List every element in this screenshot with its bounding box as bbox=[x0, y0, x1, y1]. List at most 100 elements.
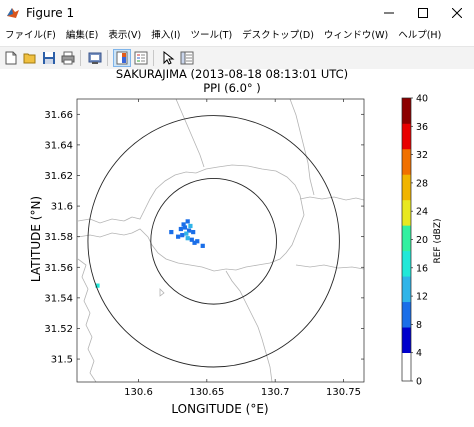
y-tick-label: 31.52 bbox=[44, 324, 73, 335]
pointer-icon bbox=[163, 51, 175, 65]
colorbar-tick-label: 32 bbox=[416, 150, 428, 161]
echo-cell bbox=[180, 233, 185, 238]
menu-file[interactable]: ファイル(F) bbox=[5, 30, 56, 41]
print-preview-icon bbox=[88, 52, 102, 64]
colorbar-label: REF (dBZ) bbox=[433, 218, 443, 263]
colorbar-segment bbox=[402, 174, 411, 201]
property-editor-button[interactable] bbox=[179, 50, 195, 66]
x-axis-label: LONGITUDE (°E) bbox=[171, 402, 268, 416]
print-preview-button[interactable] bbox=[87, 50, 103, 66]
colorbar-segment bbox=[402, 250, 411, 277]
menu-help[interactable]: ヘルプ(H) bbox=[398, 30, 442, 41]
radar-ppi-figure[interactable]: SAKURAJIMA (2013-08-18 08:13:01 UTC) PPI… bbox=[0, 67, 474, 423]
echo-cell bbox=[195, 239, 200, 244]
coastline-southeast bbox=[295, 264, 364, 270]
save-figure-button[interactable] bbox=[41, 50, 57, 66]
close-icon bbox=[452, 8, 462, 18]
menu-insert[interactable]: 挿入(I) bbox=[151, 30, 181, 41]
maximize-button[interactable] bbox=[406, 0, 440, 26]
window-title: Figure 1 bbox=[26, 6, 75, 20]
print-figure-button[interactable] bbox=[60, 50, 76, 66]
colorbar-segment bbox=[402, 123, 411, 150]
coastline-northeast bbox=[289, 99, 315, 196]
coastline-north bbox=[175, 99, 205, 168]
y-tick-label: 31.5 bbox=[51, 355, 73, 366]
edit-plot-button[interactable] bbox=[160, 50, 176, 66]
y-axis: 31.5 31.52 31.54 31.56 31.58 31.6 31.62 31.64 31… bbox=[44, 110, 364, 366]
colorbar-segment bbox=[402, 327, 411, 353]
y-tick-label: 31.62 bbox=[44, 171, 73, 182]
echo-cell bbox=[184, 231, 189, 236]
echo-layer bbox=[95, 219, 205, 288]
minimize-icon bbox=[384, 12, 394, 14]
echo-cell bbox=[200, 243, 205, 248]
menu-view[interactable]: 表示(V) bbox=[108, 30, 142, 41]
coastline-east bbox=[299, 196, 364, 201]
echo-cell bbox=[178, 226, 183, 232]
range-ring-layer bbox=[87, 115, 340, 368]
y-tick-label: 31.66 bbox=[44, 110, 73, 121]
colorbar-segment bbox=[402, 301, 411, 328]
menu-tools[interactable]: ツール(T) bbox=[190, 30, 233, 41]
y-tick-label: 31.54 bbox=[44, 293, 73, 304]
window-titlebar: Figure 1 bbox=[0, 0, 474, 26]
plot-frame bbox=[76, 98, 365, 383]
menu-bar: ファイル(F) 編集(E) 表示(V) 挿入(I) ツール(T) デスクトップ(… bbox=[0, 26, 474, 46]
inner-range-ring bbox=[150, 177, 277, 305]
close-button[interactable] bbox=[440, 0, 474, 26]
save-icon bbox=[43, 52, 55, 64]
y-tick-label: 31.64 bbox=[44, 140, 73, 151]
menu-edit[interactable]: 編集(E) bbox=[65, 30, 99, 41]
x-axis: 130.6 130.65 130.7 130.75 bbox=[124, 99, 361, 398]
plot-area[interactable] bbox=[77, 99, 364, 382]
toolbar-separator bbox=[80, 50, 81, 66]
print-icon bbox=[61, 51, 75, 65]
x-tick-label: 130.75 bbox=[326, 387, 361, 398]
coastline-main bbox=[77, 164, 305, 272]
colorbar-tick-label: 24 bbox=[416, 207, 428, 218]
figure-canvas[interactable]: SAKURAJIMA (2013-08-18 08:13:01 UTC) PPI… bbox=[0, 67, 474, 423]
echo-cell bbox=[182, 225, 188, 230]
new-figure-button[interactable] bbox=[3, 50, 19, 66]
colorbar-segment bbox=[402, 352, 411, 381]
echo-cell bbox=[188, 223, 193, 229]
echo-cell bbox=[176, 234, 181, 239]
figure-toolbar bbox=[0, 46, 474, 70]
echo-cell bbox=[192, 240, 197, 245]
colorbar[interactable]: 0 4 8 12 16 20 24 28 32 36 40 bbox=[401, 94, 428, 388]
y-tick-label: 31.56 bbox=[44, 263, 73, 274]
coastline-layer bbox=[77, 99, 364, 382]
property-editor-icon bbox=[180, 51, 194, 65]
colorbar-tick-label: 20 bbox=[416, 235, 428, 246]
menu-window[interactable]: ウィンドウ(W) bbox=[323, 30, 389, 41]
colorbar-segment bbox=[402, 98, 411, 124]
toolbar-separator bbox=[153, 50, 154, 66]
new-icon bbox=[5, 51, 17, 65]
echo-cell bbox=[169, 229, 174, 235]
minimize-button[interactable] bbox=[372, 0, 406, 26]
menu-desktop[interactable]: デスクトップ(D) bbox=[242, 30, 314, 41]
echo-cell bbox=[185, 236, 190, 241]
colorbar-segment bbox=[402, 199, 411, 226]
colorbar-segment bbox=[402, 148, 411, 175]
open-file-button[interactable] bbox=[22, 50, 38, 66]
coastline-west bbox=[77, 258, 97, 382]
colorbar-tick-label: 36 bbox=[416, 122, 428, 133]
insert-colorbar-button[interactable] bbox=[113, 49, 131, 67]
echo-cell bbox=[191, 229, 196, 235]
window-controls bbox=[372, 0, 474, 26]
coastline-islet bbox=[159, 288, 165, 297]
chart-title: SAKURAJIMA (2013-08-18 08:13:01 UTC) bbox=[116, 69, 348, 81]
y-axis-label: LATITUDE (°N) bbox=[29, 196, 43, 282]
x-tick-label: 130.65 bbox=[189, 387, 224, 398]
colorbar-tick-label: 4 bbox=[416, 348, 422, 359]
insert-legend-button[interactable] bbox=[133, 50, 149, 66]
open-icon bbox=[23, 53, 36, 64]
colorbar-segment bbox=[402, 225, 411, 252]
colorbar-tick-label: 28 bbox=[416, 178, 428, 189]
colorbar-tick-label: 16 bbox=[416, 263, 428, 274]
echo-cell bbox=[95, 283, 100, 288]
colorbar-tick-label: 0 bbox=[416, 377, 422, 388]
coastline-south bbox=[225, 270, 273, 382]
x-tick-label: 130.7 bbox=[261, 387, 290, 398]
